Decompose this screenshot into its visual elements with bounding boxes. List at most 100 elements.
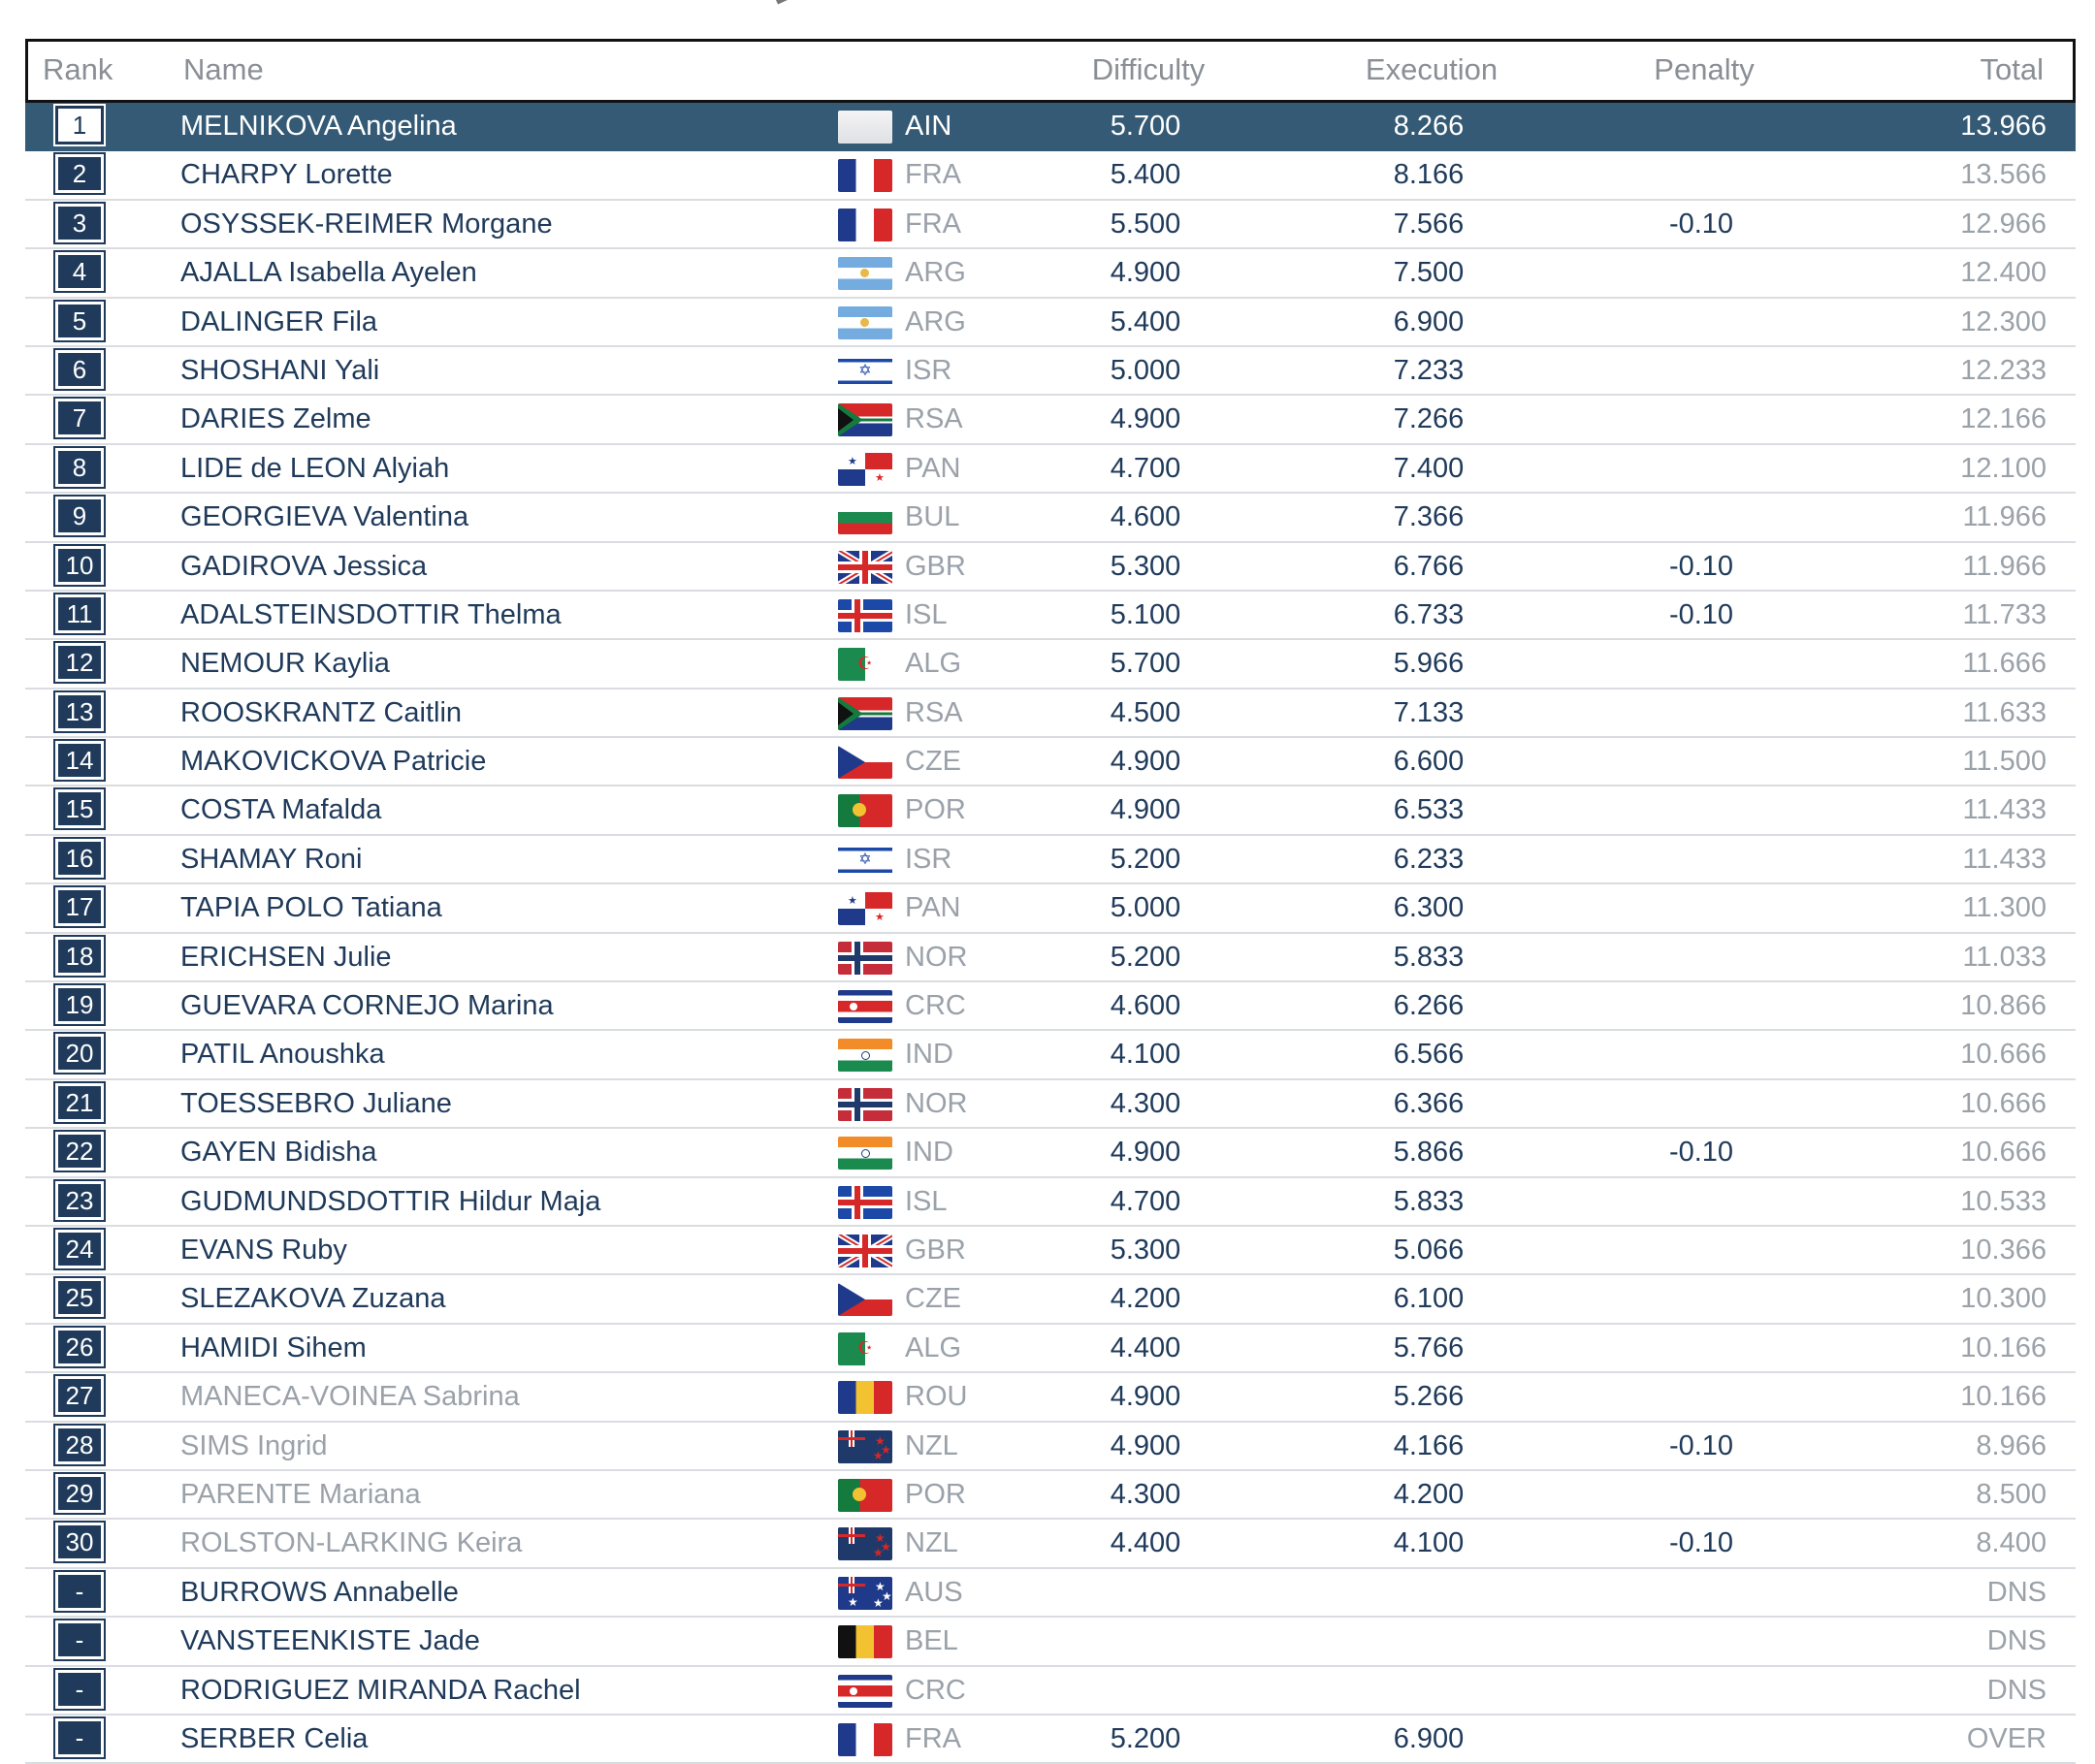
athlete-name[interactable]: VANSTEENKISTE Jade	[180, 1625, 480, 1657]
rank-badge: 12	[53, 641, 106, 685]
athlete-name[interactable]: MANECA-VOINEA Sabrina	[180, 1381, 520, 1413]
athlete-name[interactable]: GAYEN Bidisha	[180, 1137, 377, 1169]
athlete-name[interactable]: DALINGER Fila	[180, 305, 378, 337]
rank-badge: 14	[53, 739, 106, 783]
athlete-name[interactable]: SHOSHANI Yali	[180, 354, 380, 386]
athlete-name[interactable]: PARENTE Mariana	[180, 1478, 421, 1510]
table-row[interactable]: 1 MELNIKOVA Angelina AIN 5.700 8.266 13.966	[25, 103, 2076, 152]
athlete-name[interactable]: OSYSSEK-REIMER Morgane	[180, 208, 553, 240]
execution-score: 5.866	[1393, 1137, 1465, 1169]
total-score: DNS	[1986, 1625, 2047, 1657]
athlete-name[interactable]: ERICHSEN Julie	[180, 941, 392, 973]
rank-badge: 15	[53, 787, 106, 831]
flag-icon	[838, 501, 892, 535]
table-row[interactable]: 30 ROLSTON-LARKING Keira ★ ★ ★ NZL 4.400 4.100 -…	[25, 1520, 2076, 1569]
athlete-name[interactable]: TAPIA POLO Tatiana	[180, 892, 442, 924]
table-row[interactable]: 26 HAMIDI Sihem ☪ ALG 4.400 5.766 10.166	[25, 1325, 2076, 1374]
table-row[interactable]: 6 SHOSHANI Yali ✡ ISR 5.000 7.233 12.233	[25, 347, 2076, 397]
table-row[interactable]: 29 PARENTE Mariana POR 4.300 4.200 8.500	[25, 1471, 2076, 1521]
table-row[interactable]: 25 SLEZAKOVA Zuzana CZE 4.200 6.100 10.300	[25, 1275, 2076, 1325]
table-row[interactable]: - RODRIGUEZ MIRANDA Rachel CRC DNS	[25, 1667, 2076, 1716]
athlete-name[interactable]: GUEVARA CORNEJO Marina	[180, 990, 554, 1022]
athlete-name[interactable]: TOESSEBRO Juliane	[180, 1087, 452, 1119]
table-row[interactable]: 24 EVANS Ruby GBR 5.300 5.066 10.366	[25, 1227, 2076, 1276]
difficulty-score: 4.900	[1110, 1137, 1181, 1169]
athlete-name[interactable]: ROLSTON-LARKING Keira	[180, 1527, 523, 1559]
table-row[interactable]: 15 COSTA Mafalda POR 4.900 6.533 11.433	[25, 786, 2076, 836]
country-code: CZE	[905, 746, 961, 778]
rank-badge: 4	[53, 250, 106, 294]
rank-badge: 26	[53, 1325, 106, 1368]
table-row[interactable]: - BURROWS Annabelle ★ ★ ★ ★ AUS DNS	[25, 1569, 2076, 1619]
athlete-name[interactable]: ADALSTEINSDOTTIR Thelma	[180, 598, 562, 630]
athlete-name[interactable]: LIDE de LEON Alyiah	[180, 452, 450, 484]
penalty-score: -0.10	[1668, 550, 1734, 582]
athlete-name[interactable]: EVANS Ruby	[180, 1234, 347, 1266]
table-row[interactable]: 21 TOESSEBRO Juliane NOR 4.300 6.366 10.666	[25, 1080, 2076, 1130]
execution-score: 8.166	[1393, 159, 1465, 191]
table-row[interactable]: 9 GEORGIEVA Valentina BUL 4.600 7.366 11.966	[25, 494, 2076, 543]
table-row[interactable]: 19 GUEVARA CORNEJO Marina CRC 4.600 6.266 10.…	[25, 982, 2076, 1032]
table-row[interactable]: 8 LIDE de LEON Alyiah ★ ★ PAN 4.700 7.400 12.10…	[25, 445, 2076, 495]
athlete-name[interactable]: GADIROVA Jessica	[180, 550, 428, 582]
table-header: Rank Name Difficulty Execution Penalty T…	[25, 39, 2076, 103]
execution-score: 5.066	[1393, 1234, 1465, 1266]
execution-score: 6.533	[1393, 794, 1465, 826]
table-row[interactable]: 20 PATIL Anoushka IND 4.100 6.566 10.666	[25, 1031, 2076, 1080]
table-row[interactable]: 14 MAKOVICKOVA Patricie CZE 4.900 6.600 11.50…	[25, 738, 2076, 787]
table-row[interactable]: 18 ERICHSEN Julie NOR 5.200 5.833 11.033	[25, 934, 2076, 983]
table-row[interactable]: - SERBER Celia FRA 5.200 6.900 OVER	[25, 1716, 2076, 1764]
table-row[interactable]: 17 TAPIA POLO Tatiana ★ ★ PAN 5.000 6.300 11.30…	[25, 884, 2076, 934]
table-row[interactable]: 7 DARIES Zelme RSA 4.900 7.266 12.166	[25, 396, 2076, 445]
header-penalty: Penalty	[1654, 52, 1755, 86]
table-row[interactable]: 4 AJALLA Isabella Ayelen ARG 4.900 7.500 12.4…	[25, 249, 2076, 299]
athlete-name[interactable]: MELNIKOVA Angelina	[180, 111, 457, 142]
athlete-name[interactable]: NEMOUR Kaylia	[180, 648, 390, 680]
flag-icon: ★ ★	[838, 892, 892, 926]
execution-score: 7.500	[1393, 257, 1465, 289]
table-row[interactable]: 27 MANECA-VOINEA Sabrina ROU 4.900 5.266 10.1…	[25, 1373, 2076, 1423]
athlete-name[interactable]: SLEZAKOVA Zuzana	[180, 1283, 446, 1315]
athlete-name[interactable]: COSTA Mafalda	[180, 794, 382, 826]
table-row[interactable]: 28 SIMS Ingrid ★ ★ ★ NZL 4.900 4.166 -0.10 8.966	[25, 1423, 2076, 1471]
athlete-name[interactable]: SERBER Celia	[180, 1722, 369, 1754]
flag-icon	[838, 1381, 892, 1415]
athlete-name[interactable]: GUDMUNDSDOTTIR Hildur Maja	[180, 1185, 601, 1217]
athlete-name[interactable]: BURROWS Annabelle	[180, 1576, 459, 1608]
difficulty-score: 5.400	[1110, 159, 1181, 191]
athlete-name[interactable]: SIMS Ingrid	[180, 1429, 328, 1461]
athlete-name[interactable]: MAKOVICKOVA Patricie	[180, 746, 487, 778]
table-row[interactable]: - VANSTEENKISTE Jade BEL DNS	[25, 1618, 2076, 1667]
rank-badge: 17	[53, 885, 106, 929]
total-score: 11.966	[1962, 550, 2047, 582]
results-table: Rank Name Difficulty Execution Penalty T…	[25, 39, 2076, 1764]
country-code: PAN	[905, 892, 961, 924]
header-name: Name	[183, 52, 264, 86]
athlete-name[interactable]: HAMIDI Sihem	[180, 1331, 367, 1363]
athlete-name[interactable]: CHARPY Lorette	[180, 159, 393, 191]
table-row[interactable]: 16 SHAMAY Roni ✡ ISR 5.200 6.233 11.433	[25, 836, 2076, 885]
table-row[interactable]: 2 CHARPY Lorette FRA 5.400 8.166 13.566	[25, 151, 2076, 201]
table-row[interactable]: 11 ADALSTEINSDOTTIR Thelma ISL 5.100 6.733 -0…	[25, 592, 2076, 641]
table-row[interactable]: 5 DALINGER Fila ARG 5.400 6.900 12.300	[25, 299, 2076, 347]
table-row[interactable]: 13 ROOSKRANTZ Caitlin RSA 4.500 7.133 11.633	[25, 690, 2076, 739]
country-code: ISL	[905, 1185, 948, 1217]
table-row[interactable]: 22 GAYEN Bidisha IND 4.900 5.866 -0.10 10.666	[25, 1129, 2076, 1178]
rank-badge: 5	[53, 299, 106, 342]
rank-badge: -	[53, 1667, 106, 1711]
table-row[interactable]: 23 GUDMUNDSDOTTIR Hildur Maja ISL 4.700 5.83…	[25, 1178, 2076, 1227]
athlete-name[interactable]: GEORGIEVA Valentina	[180, 501, 469, 533]
flag-icon	[838, 1137, 892, 1171]
table-row[interactable]: 12 NEMOUR Kaylia ☪ ALG 5.700 5.966 11.666	[25, 640, 2076, 690]
athlete-name[interactable]: AJALLA Isabella Ayelen	[180, 257, 477, 289]
athlete-name[interactable]: ROOSKRANTZ Caitlin	[180, 696, 463, 728]
total-score: 10.166	[1960, 1331, 2047, 1363]
athlete-name[interactable]: DARIES Zelme	[180, 403, 371, 435]
table-row[interactable]: 10 GADIROVA Jessica GBR 5.300 6.766 -0.10 11.9…	[25, 543, 2076, 592]
athlete-name[interactable]: SHAMAY Roni	[180, 843, 363, 875]
athlete-name[interactable]: PATIL Anoushka	[180, 1039, 385, 1071]
flag-icon	[838, 1234, 892, 1267]
athlete-name[interactable]: RODRIGUEZ MIRANDA Rachel	[180, 1674, 581, 1706]
table-row[interactable]: 3 OSYSSEK-REIMER Morgane FRA 5.500 7.566 -0.1…	[25, 201, 2076, 250]
country-code: AUS	[905, 1576, 963, 1608]
